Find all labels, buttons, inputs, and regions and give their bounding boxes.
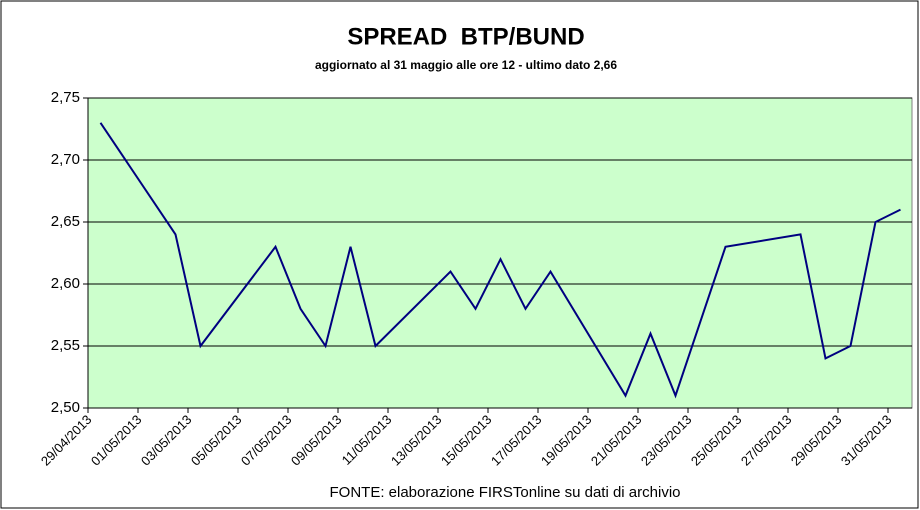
line: [99, 122, 901, 399]
plot-area: [87, 97, 913, 409]
y-tick-label: 2,55: [51, 337, 80, 354]
y-tick-label: 2,70: [51, 151, 80, 168]
y-tick-label: 2,75: [51, 89, 80, 106]
footnote: FONTE: elaborazione FIRSTonline su dati …: [330, 484, 681, 501]
y-tick-label: 2,60: [51, 275, 80, 292]
chart-subtitle: aggiornato al 31 maggio alle ore 12 - ul…: [315, 58, 617, 72]
y-tick-label: 2,65: [51, 213, 80, 230]
y-tick-label: 2,50: [51, 399, 80, 416]
chart-title: SPREAD BTP/BUND: [347, 23, 584, 50]
